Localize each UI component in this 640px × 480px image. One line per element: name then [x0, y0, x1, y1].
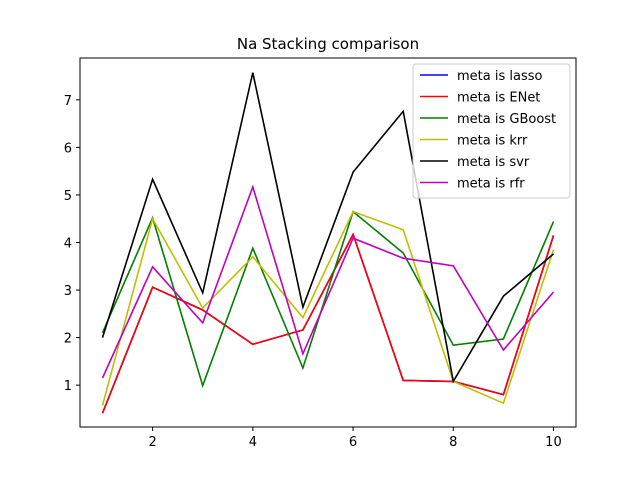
series-line-meta-is-svr — [101, 72, 555, 384]
x-tick-label: 10 — [545, 435, 562, 450]
series-line-meta-is-gboost — [101, 210, 555, 389]
series-line-meta-is-rfr — [101, 184, 555, 379]
y-tick-label: 5 — [64, 189, 72, 204]
x-tick-label: 2 — [149, 435, 157, 450]
y-tick-label: 7 — [64, 94, 72, 109]
series-line-meta-is-lasso — [101, 232, 555, 414]
x-tick-label: 4 — [249, 435, 257, 450]
y-axis: 1 2 3 4 5 6 7 — [64, 94, 80, 394]
x-tick-label: 6 — [349, 435, 357, 450]
legend-box — [412, 63, 571, 199]
series-line-meta-is-enet — [101, 232, 555, 414]
y-tick-label: 1 — [64, 379, 72, 394]
x-tick-label: 8 — [449, 435, 457, 450]
y-tick-label: 4 — [64, 237, 72, 252]
series-line-meta-is-krr — [101, 210, 555, 406]
legend-label: meta is GBoost — [457, 112, 556, 127]
y-tick-label: 6 — [64, 141, 72, 156]
legend: meta is lasso meta is ENet meta is GBoost m… — [412, 63, 571, 199]
y-tick-label: 3 — [64, 284, 72, 299]
legend-label: meta is ENet — [457, 91, 540, 106]
plot-lines — [101, 72, 555, 414]
y-tick-label: 2 — [64, 332, 72, 347]
legend-label: meta is svr — [457, 155, 530, 170]
chart-title: Na Stacking comparison — [237, 35, 419, 53]
legend-label: meta is krr — [457, 134, 528, 149]
x-axis: 2 4 6 8 10 — [149, 427, 562, 450]
legend-label: meta is rfr — [457, 177, 525, 192]
legend-label: meta is lasso — [457, 69, 542, 84]
